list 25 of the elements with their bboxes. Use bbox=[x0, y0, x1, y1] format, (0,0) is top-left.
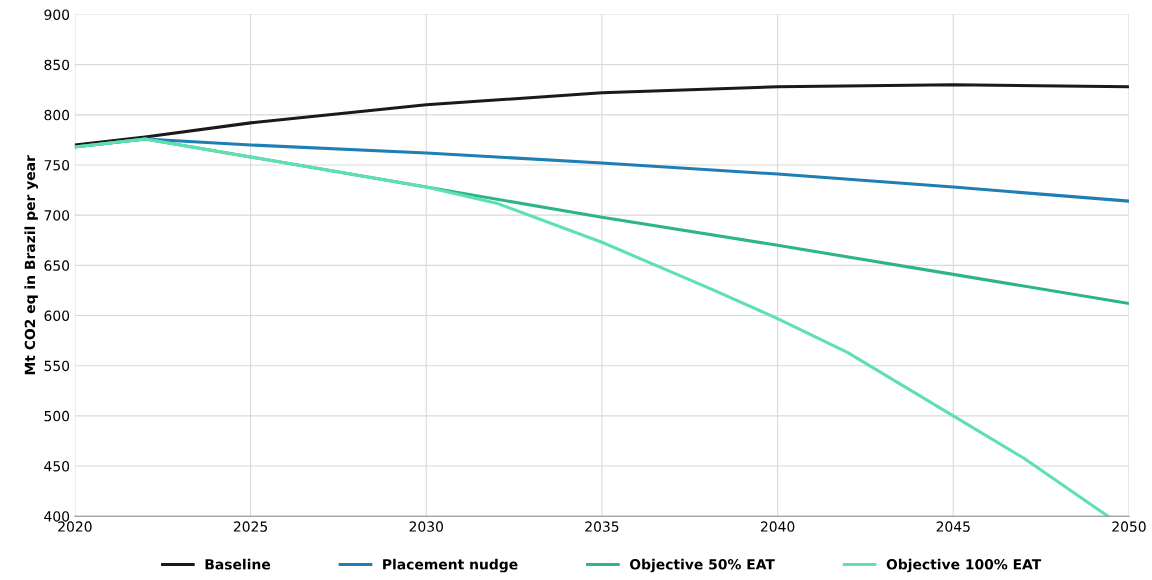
legend-label: Objective 50% EAT bbox=[629, 558, 775, 573]
x-tick-label: 2035 bbox=[585, 521, 619, 532]
x-tick-label: 2030 bbox=[409, 521, 443, 532]
y-tick-label: 700 bbox=[44, 210, 70, 221]
x-tick-label: 2025 bbox=[233, 521, 268, 532]
legend-label: Objective 100% EAT bbox=[886, 558, 1042, 573]
y-tick-label: 550 bbox=[44, 360, 70, 372]
x-tick-label: 2020 bbox=[58, 521, 92, 532]
legend-label: Placement nudge bbox=[383, 558, 518, 573]
y-tick-label: 850 bbox=[44, 59, 70, 71]
y-tick-label: 750 bbox=[44, 159, 70, 171]
y-tick-label: 600 bbox=[44, 310, 70, 321]
line-series bbox=[74, 83, 1129, 147]
y-tick-label: 900 bbox=[44, 9, 70, 20]
y-tick-label: 450 bbox=[44, 461, 70, 472]
x-tick-label: 2045 bbox=[936, 521, 970, 532]
line-series bbox=[74, 137, 1110, 517]
y-tick-label: 500 bbox=[44, 410, 70, 422]
x-tick-label: 2050 bbox=[1112, 521, 1146, 532]
y-tick-label: 650 bbox=[44, 260, 70, 271]
y-tick-label: 400 bbox=[44, 511, 70, 522]
y-axis-title: Mt CO2 eq in Brazil per year bbox=[24, 155, 38, 375]
legend-label: Baseline bbox=[205, 558, 271, 570]
y-tick-label: 800 bbox=[44, 109, 70, 121]
x-tick-label: 2040 bbox=[760, 521, 795, 532]
